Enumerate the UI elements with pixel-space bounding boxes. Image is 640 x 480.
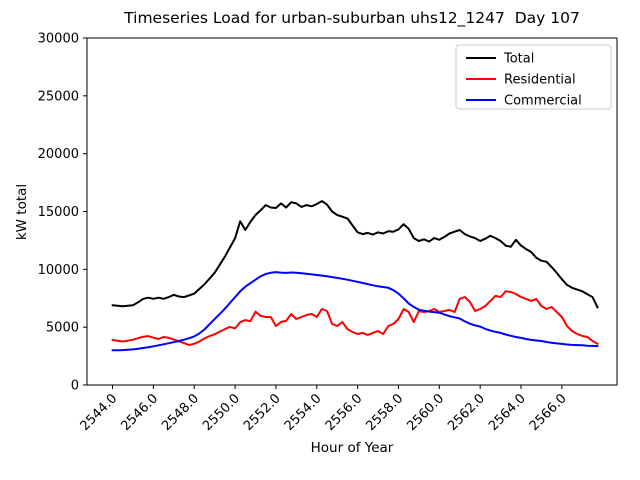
- series-line-total: [111, 200, 599, 309]
- x-tick-label: 2556.0: [323, 391, 366, 434]
- x-tick-label: 2544.0: [78, 391, 121, 434]
- x-tick-label: 2550.0: [200, 391, 243, 434]
- x-tick-label: 2552.0: [241, 391, 284, 434]
- y-tick-label: 10000: [38, 263, 79, 278]
- y-tick-label: 15000: [38, 205, 79, 220]
- series-line-residential: [111, 290, 599, 346]
- y-tick-label: 5000: [46, 321, 79, 336]
- x-tick-label: 2562.0: [445, 391, 488, 434]
- x-tick-label: 2566.0: [527, 391, 570, 434]
- chart-title: Timeseries Load for urban-suburban uhs12…: [124, 9, 580, 27]
- x-tick-label: 2548.0: [159, 391, 202, 434]
- legend-box: [455, 44, 612, 110]
- x-axis-label: Hour of Year: [310, 440, 394, 456]
- x-tick-label: 2564.0: [486, 391, 529, 434]
- series-line-commercial: [111, 271, 599, 352]
- legend-label: Total: [503, 52, 534, 67]
- y-tick-label: 25000: [38, 89, 79, 104]
- legend-label: Residential: [504, 73, 576, 88]
- x-tick-label: 2558.0: [364, 391, 407, 434]
- x-tick-label: 2554.0: [282, 391, 325, 434]
- x-tick-label: 2560.0: [404, 391, 447, 434]
- x-tick-label: 2546.0: [118, 391, 161, 434]
- y-tick-label: 30000: [38, 32, 79, 47]
- y-tick-label: 20000: [38, 147, 79, 162]
- y-tick-label: 0: [71, 379, 79, 394]
- legend-label: Commercial: [504, 94, 582, 109]
